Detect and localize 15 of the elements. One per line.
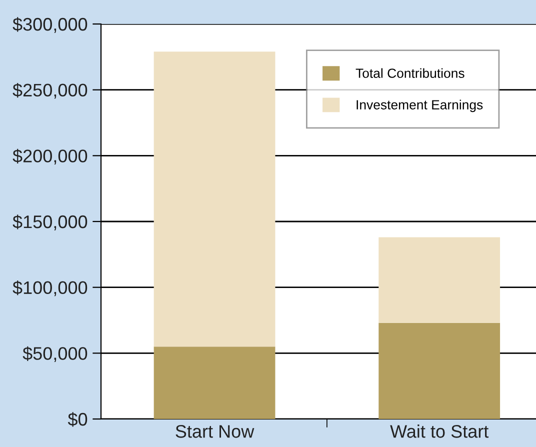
y-tick-label: $50,000 (22, 346, 88, 362)
legend-label: Investement Earnings (356, 100, 483, 112)
legend-label: Total Contributions (356, 68, 464, 78)
bar (378, 237, 500, 323)
x-tick-label: Wait to Start (390, 424, 489, 438)
y-tick-label: $200,000 (12, 148, 88, 165)
y-tick-label: $250,000 (12, 83, 88, 99)
y-tick-label: $100,000 (12, 280, 88, 296)
y-tick-label: $150,000 (12, 214, 88, 230)
y-tick-label: $0 (68, 412, 88, 427)
y-tick-label: $300,000 (12, 17, 88, 33)
bar (154, 346, 276, 419)
bar (378, 322, 500, 419)
bar (154, 52, 276, 347)
x-tick-label: Start Now (176, 425, 254, 438)
